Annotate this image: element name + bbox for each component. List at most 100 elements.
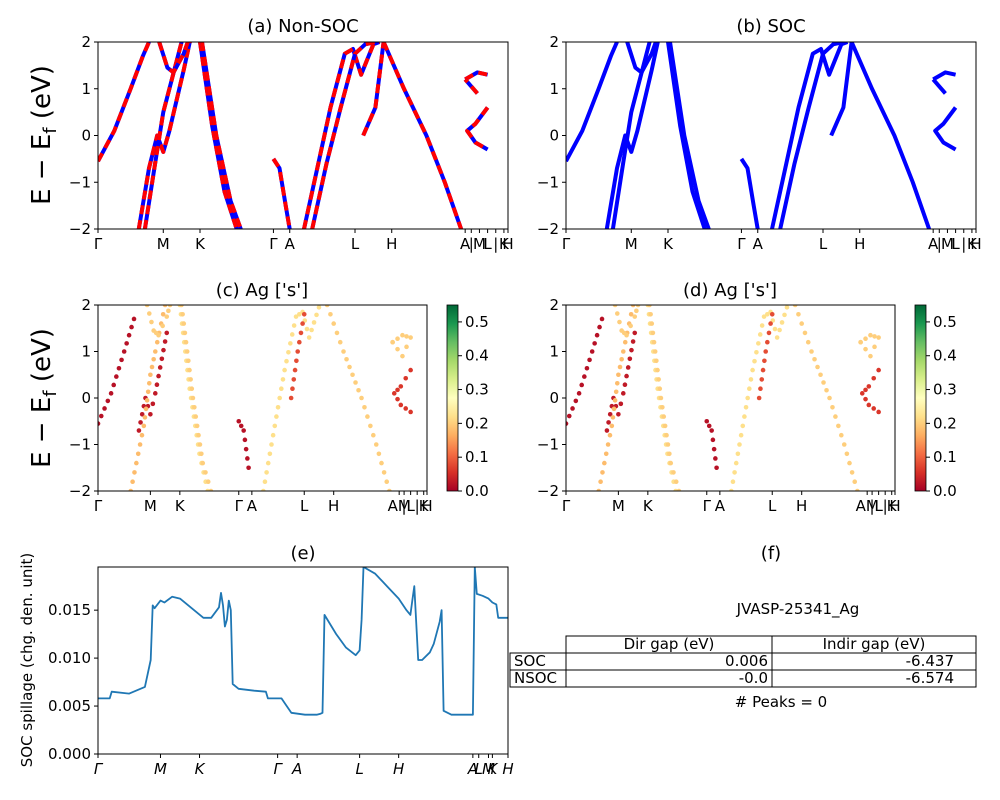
band-line [739,157,760,229]
band-point [664,432,669,438]
x-tick-label: K [419,497,430,515]
band-point [624,332,629,338]
y-tick-label: 1 [81,80,91,98]
band-point [620,391,626,396]
band-point [188,377,193,382]
band-line-red-dashed [465,106,490,152]
band-point [179,305,184,308]
band-point [316,305,322,310]
x-tick-label: Γ [562,235,571,253]
band-point [390,339,395,345]
band-point [863,336,868,342]
band-point [648,312,653,317]
x-tick-label: H [796,497,807,515]
band-point [858,339,863,345]
y-tick-label: 0 [549,389,559,407]
band-point [373,442,379,447]
band-point [852,479,858,485]
band-point [291,377,297,382]
panel-c-title: (c) Ag ['s'] [216,280,308,301]
band-point [592,341,597,346]
band-line-red-dashed [271,157,292,229]
band-point [144,398,150,403]
band-line [849,42,931,229]
band-point [738,432,744,438]
band-point [733,460,739,466]
band-point [607,432,613,438]
band-point [617,364,623,370]
band-line-blue [302,42,381,229]
band-point [673,479,679,485]
panel-c-colorbar: 0.0 0.1 0.2 0.3 0.4 0.5 [446,304,489,500]
x-tick-label: H [854,235,865,253]
band-point [657,386,663,392]
band-point [570,406,575,411]
colorbar-tick-label: 0.1 [465,448,489,466]
band-point [871,375,877,381]
x-tick-label: H [393,760,404,778]
x-tick-label: Γ [273,760,283,778]
band-point [347,364,352,370]
band-point [381,470,387,475]
band-line [625,42,658,75]
y-tick-label: −1 [537,173,559,191]
x-tick-label: K [887,497,898,515]
band-point [743,405,749,410]
band-point [876,367,881,373]
band-point [841,442,847,447]
band-point [876,409,881,415]
band-point [282,367,287,373]
band-point [274,414,279,419]
band-point [655,367,660,373]
band-point [146,380,152,386]
band-point [277,395,282,401]
band-line-red-dashed [136,42,192,229]
band-point [830,405,835,410]
band-point [761,314,767,319]
band-point [156,373,161,379]
band-point [190,395,196,401]
panel-a-title: (a) Non-SOC [247,16,358,37]
band-point [362,405,367,410]
band-point [182,330,188,336]
band-point [180,312,185,317]
y-tick-label: 0.010 [48,649,91,667]
band-point [765,312,770,317]
band-point [769,312,775,317]
band-point [566,413,572,419]
axes-frame [97,566,509,755]
x-tick-label: A [285,235,296,253]
y-tick-label: 0 [81,127,91,145]
band-point [756,341,761,346]
band-point [137,442,143,447]
x-tick-label: H [970,235,981,253]
band-point [160,323,165,329]
band-point [600,470,605,475]
band-point [855,488,860,491]
band-point [193,414,199,419]
colorbar-tick-label: 0.4 [933,347,957,365]
band-point [334,330,340,336]
band-point [863,346,868,352]
band-point [395,396,400,402]
band-point [762,358,767,364]
band-point [796,312,801,317]
table-cell: 0.006 [725,652,768,670]
band-point [121,349,127,354]
band-line-red-dashed [361,42,386,137]
x-tick-label: L [483,235,492,253]
band-point [328,312,333,317]
band-point [634,308,639,314]
band-point [610,415,616,420]
x-tick-label: K [195,760,206,778]
x-tick-label: K [967,235,978,253]
plot-area [98,305,413,491]
band-point [609,423,615,429]
band-point [660,405,665,410]
band-point [408,367,413,373]
x-tick-label: | [937,235,942,253]
band-point [622,382,628,388]
band-point [730,479,736,485]
table-header-indir: Indir gap (eV) [823,635,926,653]
